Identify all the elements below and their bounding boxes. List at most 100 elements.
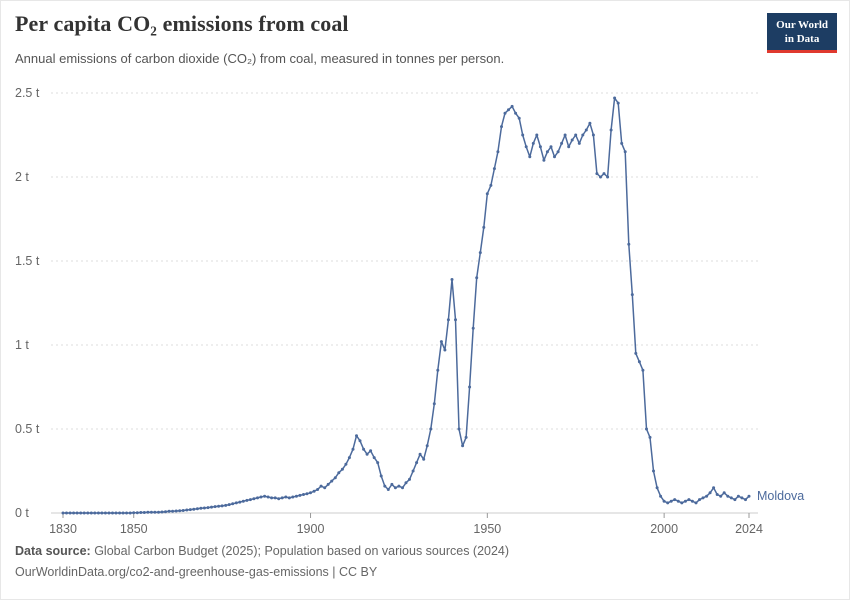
data-point — [722, 491, 726, 495]
data-point — [588, 121, 592, 125]
data-point — [616, 101, 620, 105]
data-point — [439, 340, 443, 344]
data-point — [259, 495, 263, 499]
data-point — [595, 172, 599, 176]
data-point — [634, 351, 638, 355]
data-point — [291, 495, 295, 499]
data-point — [538, 145, 542, 149]
data-point — [118, 511, 122, 515]
data-point — [245, 498, 249, 502]
series-line — [62, 97, 750, 514]
data-point — [521, 133, 525, 137]
data-point — [61, 511, 65, 515]
data-point — [344, 462, 348, 466]
data-point — [454, 318, 457, 322]
data-point — [443, 348, 447, 352]
data-point — [65, 511, 68, 515]
x-axis-tick-label: 1830 — [49, 522, 77, 536]
data-point — [96, 511, 100, 515]
owid-logo-line2: in Data — [784, 33, 820, 46]
data-point — [280, 496, 284, 500]
data-point — [468, 385, 472, 389]
data-point — [103, 511, 107, 515]
data-point — [560, 141, 564, 145]
data-point — [708, 491, 712, 495]
data-point — [613, 96, 617, 100]
data-point — [234, 501, 238, 505]
owid-logo[interactable]: Our World in Data — [767, 13, 837, 53]
data-point — [333, 476, 337, 480]
data-point — [471, 326, 475, 330]
data-point — [160, 510, 164, 514]
data-point — [128, 511, 132, 515]
x-axis-tick-label: 2024 — [735, 522, 763, 536]
data-point — [316, 488, 320, 491]
x-axis-tick-label: 1950 — [473, 522, 501, 536]
data-point — [429, 427, 433, 431]
data-point — [199, 506, 203, 510]
data-point — [496, 150, 500, 154]
data-point — [507, 108, 510, 112]
data-point — [535, 133, 539, 137]
data-point — [323, 486, 327, 490]
data-point — [358, 439, 362, 443]
series-label[interactable]: Moldova — [757, 489, 804, 503]
data-point — [446, 318, 450, 322]
data-point — [139, 511, 143, 514]
data-point — [694, 501, 698, 505]
data-point — [404, 481, 408, 485]
data-point — [744, 498, 747, 502]
data-point — [581, 133, 585, 137]
data-point — [690, 499, 694, 503]
data-point — [171, 509, 175, 513]
data-point — [712, 486, 716, 490]
data-point — [319, 484, 323, 488]
data-point — [252, 497, 256, 501]
data-point — [726, 494, 730, 498]
data-point — [174, 509, 178, 513]
data-point — [524, 145, 528, 149]
chart-subtitle: Annual emissions of carbon dioxide (CO₂)… — [15, 51, 505, 66]
data-point — [637, 360, 641, 364]
data-point — [514, 111, 518, 115]
chart-title: Per capita CO₂ emissions from coal — [15, 11, 349, 36]
data-point — [125, 511, 129, 515]
data-point — [503, 111, 507, 115]
y-axis-tick-label: 1 t — [15, 338, 29, 352]
data-point — [599, 175, 602, 179]
data-point — [620, 141, 624, 145]
data-point — [330, 479, 334, 483]
data-point — [224, 503, 228, 507]
data-point — [475, 276, 479, 280]
data-point — [683, 499, 687, 503]
data-point — [418, 452, 422, 456]
data-point — [248, 498, 252, 502]
data-point — [379, 474, 383, 478]
data-point — [747, 494, 751, 498]
data-point — [305, 492, 309, 496]
data-point — [457, 427, 461, 431]
license-link[interactable]: OurWorldinData.org/co2-and-greenhouse-ga… — [15, 565, 378, 579]
data-point — [510, 104, 514, 108]
data-point — [574, 133, 578, 137]
data-point — [195, 507, 199, 511]
data-point — [355, 434, 358, 438]
y-axis-tick-label: 2 t — [15, 170, 29, 184]
data-point — [185, 508, 189, 512]
data-point — [238, 500, 242, 504]
data-point — [365, 452, 369, 456]
data-point — [425, 444, 429, 448]
data-point — [630, 293, 634, 297]
y-axis-tick-label: 2.5 t — [15, 86, 40, 100]
data-point — [393, 486, 397, 490]
data-point — [609, 128, 613, 132]
data-point — [277, 497, 281, 501]
data-point — [376, 461, 380, 465]
data-source-label: Data source: — [15, 544, 91, 558]
x-axis-tick-label: 1850 — [120, 522, 148, 536]
data-point — [86, 511, 90, 515]
data-point — [121, 511, 125, 515]
data-point — [263, 494, 267, 498]
x-axis-tick-label: 1900 — [297, 522, 325, 536]
